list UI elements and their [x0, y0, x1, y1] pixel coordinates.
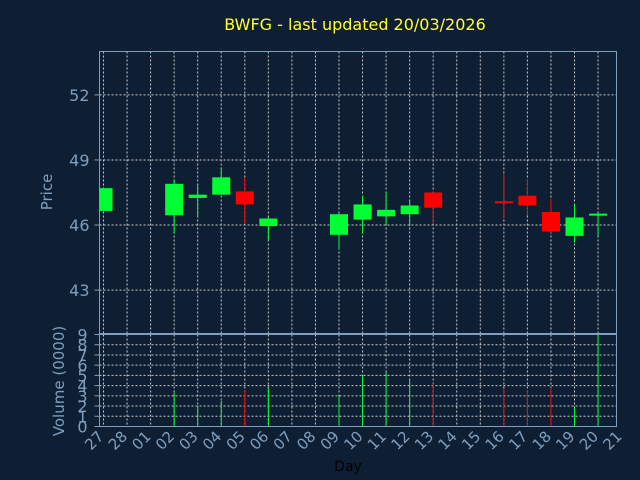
candle-body-down — [541, 212, 560, 232]
price-panel-frame — [99, 51, 617, 334]
volume-tick-label: 4 — [77, 377, 87, 396]
candle-body-up — [99, 188, 113, 211]
price-tick-label: 49 — [69, 151, 89, 170]
x-tick-labels: 2728010203040506070809101112131415161718… — [81, 427, 625, 453]
candle-body-up — [565, 217, 584, 236]
volume-axis-label: Volume (0000) — [50, 326, 68, 436]
candle-body-up — [589, 213, 608, 216]
candle-body-up — [353, 204, 372, 220]
volume-tick-label: 0 — [77, 418, 87, 437]
volume-tick-label: 8 — [77, 336, 87, 355]
price-axis-label: Price — [38, 174, 56, 211]
candle-body-up — [212, 177, 231, 195]
volume-tick-label: 3 — [77, 387, 87, 406]
candle-body-up — [377, 209, 396, 217]
price-tick-label: 52 — [69, 86, 89, 105]
price-tick-label: 46 — [69, 216, 89, 235]
candle-body-down — [494, 201, 513, 204]
candle-body-up — [400, 205, 419, 215]
volume-tick-label: 5 — [77, 366, 87, 385]
candle-body-up — [330, 214, 348, 235]
volume-tick-label: 7 — [77, 346, 87, 365]
candle-body-down — [424, 192, 443, 208]
chart-title: BWFG - last updated 20/03/2026 — [224, 15, 486, 34]
candle-body-up — [188, 194, 207, 198]
candles-layer — [99, 167, 608, 249]
volume-panel-frame — [99, 334, 617, 427]
x-axis-label: Day — [334, 459, 362, 475]
price-tick-labels: 43 46 49 52 — [69, 86, 100, 300]
volume-tick-label: 1 — [77, 407, 87, 426]
candle-body-down — [235, 191, 254, 205]
volume-tick-label: 6 — [77, 356, 87, 375]
candle-body-up — [165, 183, 184, 216]
price-tick-label: 43 — [69, 281, 89, 300]
volume-tick-label: 2 — [77, 397, 87, 416]
candle-body-up — [259, 218, 278, 227]
volume-tick-label: 9 — [77, 326, 87, 345]
volume-bars-layer — [173, 334, 599, 427]
candle-body-down — [518, 195, 537, 206]
